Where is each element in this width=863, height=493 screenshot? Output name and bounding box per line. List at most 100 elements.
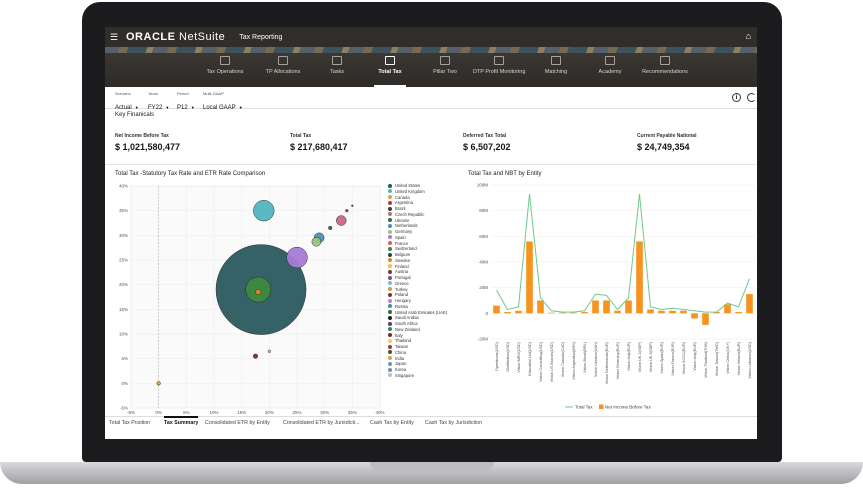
legend-item[interactable]: Poland	[388, 292, 468, 298]
legend-item[interactable]: Brazil	[388, 206, 468, 212]
bar-chart-title: Total Tax and NBT by Entity	[468, 171, 542, 177]
legend-item[interactable]: Netherlands	[388, 223, 468, 229]
nav-item-matching[interactable]: Matching	[526, 53, 586, 87]
legend-label: Canada	[395, 194, 410, 200]
legend-item[interactable]: Singapore	[388, 373, 468, 379]
x-category-label: Vision Ireland(EUR)	[737, 341, 741, 375]
home-icon[interactable]: ⌂	[745, 31, 751, 41]
x-tick-label: 15%	[237, 410, 246, 415]
legend-item[interactable]: Switzerland	[388, 246, 468, 252]
x-category-label: Vision Taiwan(TWD)	[715, 341, 719, 376]
y-tick-label: 35%	[119, 208, 128, 213]
nav-item-recommendations[interactable]: Recommendations	[635, 53, 695, 87]
legend-item[interactable]: United Kingdom	[388, 189, 468, 195]
legend-label: Saudi Arabia	[395, 315, 419, 321]
legend-item[interactable]: Japan	[388, 361, 468, 367]
tab-consolidated-etr-entity[interactable]: Consolidated ETR by Entity	[205, 420, 270, 426]
legend-item[interactable]: Sweden	[388, 258, 468, 264]
nav-item-label: Academy	[598, 69, 622, 75]
bar-net-income	[636, 241, 643, 314]
legend-item[interactable]: Turkey	[388, 287, 468, 293]
filter-multi-gaap[interactable]: Multi-GAAP Local GAAP ▼	[203, 91, 243, 111]
nav-item-otp-profit-monitoring[interactable]: OTP Profit Monitoring	[469, 53, 529, 87]
legend-label: Finland	[395, 263, 409, 269]
x-category-label: Vision Italy(EUR)	[693, 341, 697, 371]
filter-scenario[interactable]: Scenario Actual ▼	[115, 91, 139, 111]
legend-item[interactable]: Belgium	[388, 252, 468, 258]
legend-item[interactable]: United Arab Emirates (UAE)	[388, 310, 468, 316]
nav-item-tax-operations[interactable]: Tax Operations	[195, 53, 255, 87]
module-navigation: Tax Operations TP Allocations Tasks Total T…	[105, 47, 757, 87]
legend-item[interactable]: South Africa	[388, 321, 468, 327]
tab-consolidated-etr-jurisdiction[interactable]: Consolidated ETR by Jurisdicti...	[283, 420, 360, 426]
legend-item[interactable]: Spain	[388, 235, 468, 241]
legend-item[interactable]: Austria	[388, 269, 468, 275]
info-icon[interactable]: i	[732, 93, 741, 102]
nav-item-tasks[interactable]: Tasks	[307, 53, 367, 87]
legend-swatch	[388, 373, 392, 378]
tab-total-tax-position[interactable]: Total Tax Position	[109, 420, 151, 426]
legend-item[interactable]: Finland	[388, 264, 468, 270]
y-tick-label: 0%	[121, 381, 128, 386]
legend-item[interactable]: Korea	[388, 367, 468, 373]
nav-item-academy[interactable]: Academy	[580, 53, 640, 87]
scatter-chart: 40% 35% 30% 25% 20% 15% 10% 5% 0% -5%-5% 0% 5% 10% 15…	[119, 184, 385, 416]
tab-tax-summary[interactable]: Tax Summary	[164, 416, 199, 426]
refresh-icon[interactable]	[747, 93, 756, 102]
legend-item[interactable]: Argentina	[388, 200, 468, 206]
legend-label: United Arab Emirates (UAE)	[395, 309, 448, 315]
brand-logo[interactable]: ORACLE NetSuite	[126, 31, 226, 43]
bar-net-income	[592, 300, 599, 314]
nav-item-total-tax[interactable]: Total Tax	[360, 53, 420, 87]
filter-period[interactable]: Period P12 ▼	[177, 91, 195, 111]
legend-item[interactable]: Russia	[388, 304, 468, 310]
legend-item[interactable]: China	[388, 350, 468, 356]
legend-label: Korea	[395, 367, 407, 372]
legend-item[interactable]: Italy	[388, 333, 468, 339]
bar-net-income	[713, 312, 720, 314]
bar-net-income	[658, 310, 665, 314]
legend-item[interactable]: United States	[388, 183, 468, 189]
legend-label: Thailand	[395, 338, 412, 344]
legend-item[interactable]: Thailand	[388, 338, 468, 344]
legend-item[interactable]: Hungary	[388, 298, 468, 304]
legend-item[interactable]: Czech Republic	[388, 212, 468, 218]
tab-cash-tax-jurisdiction[interactable]: Cash Tax by Jurisdiction	[425, 420, 483, 426]
filter-years[interactable]: Years FY22 ▼	[148, 91, 170, 111]
legend-item[interactable]: Portugal	[388, 275, 468, 281]
legend-swatch-net-income	[599, 404, 604, 409]
app-screen: ☰ ORACLE NetSuite Tax Reporting ⌂ Tax Op…	[105, 27, 757, 439]
legend-item[interactable]: France	[388, 241, 468, 247]
y-tick-label: 15%	[119, 307, 128, 312]
legend-swatch	[388, 315, 392, 320]
chevron-down-icon: ▼	[190, 105, 195, 110]
legend-item[interactable]: Saudi Arabia	[388, 315, 468, 321]
legend-item[interactable]: India	[388, 356, 468, 362]
x-category-label: Vision Argentina(ARS)	[572, 341, 576, 379]
bar-net-income	[515, 310, 522, 314]
legend-item[interactable]: Taiwan	[388, 344, 468, 350]
x-category-label: Vision US Branch(USD)	[550, 341, 554, 382]
app-title: Tax Reporting	[239, 33, 283, 41]
legend-label: Netherlands	[395, 223, 418, 229]
x-tick-label: 0%	[155, 410, 162, 415]
legend-label: New Zealand	[395, 326, 420, 332]
y-tick-label: 20%	[119, 282, 128, 287]
nav-item-tp-allocations[interactable]: TP Allocations	[253, 53, 313, 87]
legend-swatch	[388, 281, 392, 286]
kpi-net-income: Net Income Before Tax $ 1,021,580,477	[115, 133, 181, 152]
nav-item-pillar-two[interactable]: Pillar Two	[415, 53, 475, 87]
x-category-label: Vision Thailand(THB)	[704, 341, 708, 378]
legend-item[interactable]: Canada	[388, 195, 468, 201]
bar-net-income	[504, 312, 511, 314]
legend-swatch	[388, 327, 392, 332]
hamburger-menu-icon[interactable]: ☰	[110, 31, 119, 42]
legend-item[interactable]: New Zealand	[388, 327, 468, 333]
legend-item[interactable]: Greece	[388, 281, 468, 287]
legend-item[interactable]: Ukraine	[388, 218, 468, 224]
legend-item[interactable]: Germany	[388, 229, 468, 235]
tab-cash-tax-entity[interactable]: Cash Tax by Entity	[370, 420, 414, 426]
legend-swatch	[388, 356, 392, 360]
y-tick-label: 100M	[477, 183, 489, 188]
